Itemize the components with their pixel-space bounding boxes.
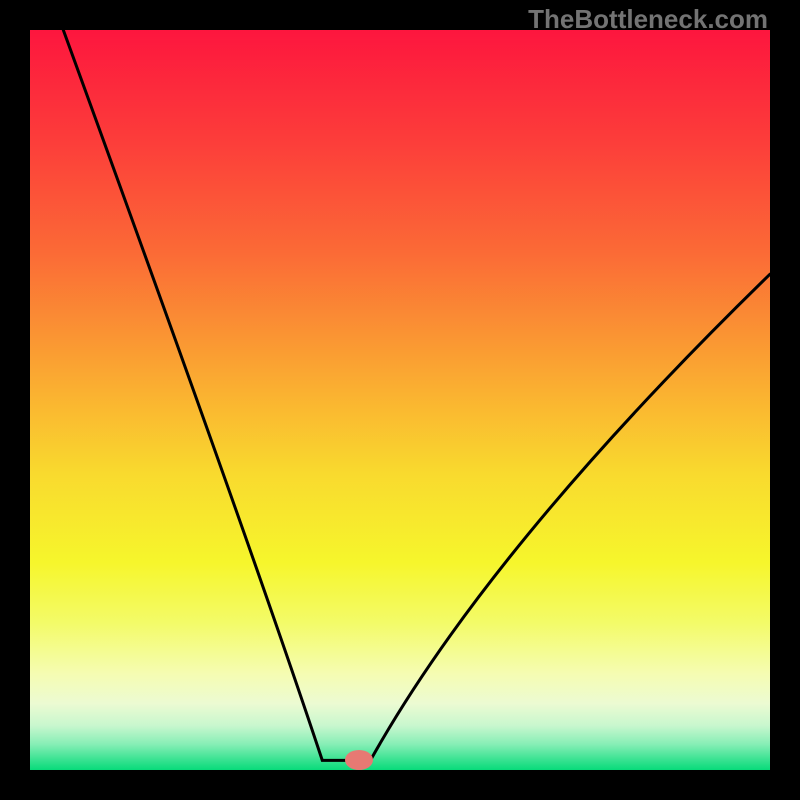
curve-path [63,30,770,760]
watermark-text: TheBottleneck.com [528,4,768,35]
plot-area [30,30,770,770]
bottleneck-curve [30,30,770,770]
outer-frame: TheBottleneck.com [0,0,800,800]
optimal-point-marker [345,750,373,770]
